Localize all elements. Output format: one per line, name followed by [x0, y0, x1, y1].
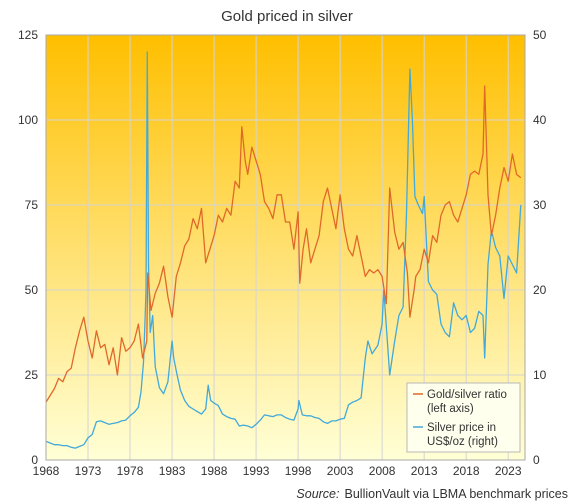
series-line-gold-silver-ratio [45, 85, 522, 403]
x-tick-label: 2008 [369, 464, 396, 478]
x-tick-label: 2003 [327, 464, 354, 478]
x-tick-label: 1993 [243, 464, 270, 478]
x-tick-label: 1968 [33, 464, 60, 478]
legend-box [406, 382, 521, 453]
y-right-tick-label: 30 [533, 198, 547, 212]
x-tick-label: 1988 [201, 464, 228, 478]
legend-entry: Silver price in US$/oz (right) [427, 422, 498, 448]
x-tick-label: 2013 [411, 464, 438, 478]
x-tick-label: 1973 [75, 464, 102, 478]
y-left-tick-label: 100 [18, 113, 38, 127]
chart-title: Gold priced in silver [221, 8, 353, 25]
y-axis-left: 0 25 50 75 100 125 [18, 28, 38, 467]
legend: Gold/silver ratio (left axis) Silver price… [406, 382, 521, 453]
legend-entry-line: Gold/silver ratio [427, 389, 507, 401]
y-left-tick-label: 75 [25, 198, 39, 212]
plot-border [45, 34, 526, 461]
source-prefix: Source: [296, 487, 339, 501]
x-tick-label: 1983 [159, 464, 186, 478]
legend-entry-line: (left axis) [427, 403, 474, 415]
x-tick-label: 1978 [117, 464, 144, 478]
y-left-tick-label: 50 [25, 283, 39, 297]
source-text: BullionVault via LBMA benchmark prices [345, 487, 569, 501]
x-tick-label: 1998 [285, 464, 312, 478]
y-right-tick-label: 50 [533, 28, 547, 42]
series-layer [45, 51, 522, 449]
x-tick-label: 2018 [453, 464, 480, 478]
y-right-tick-label: 0 [533, 453, 540, 467]
x-axis: 1968 1973 1978 1983 1988 1993 1998 2003 2008 2013… [33, 464, 522, 478]
legend-entry-line: US$/oz (right) [427, 436, 498, 448]
y-left-tick-label: 125 [18, 28, 38, 42]
legend-entry: Gold/silver ratio (left axis) [427, 389, 507, 415]
y-left-tick-label: 0 [31, 453, 38, 467]
y-right-tick-label: 20 [533, 283, 547, 297]
y-right-tick-label: 10 [533, 368, 547, 382]
source-note: Source: BullionVault via LBMA benchmark p… [296, 487, 568, 501]
y-right-tick-label: 40 [533, 113, 547, 127]
y-axis-right: 0 10 20 30 40 50 [533, 28, 547, 467]
y-left-tick-label: 25 [25, 368, 39, 382]
x-tick-label: 2023 [495, 464, 522, 478]
legend-entry-line: Silver price in [427, 422, 496, 434]
series-line-silver-price [45, 51, 522, 449]
